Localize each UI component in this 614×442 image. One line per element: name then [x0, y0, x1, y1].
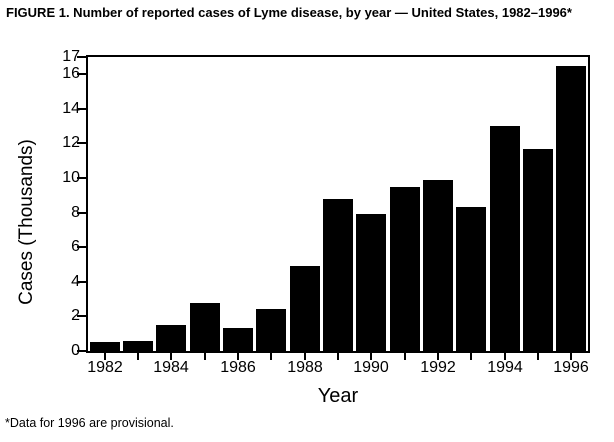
bar-1983: [123, 341, 153, 351]
y-tick-label: 17: [62, 48, 80, 65]
figure-footnote: *Data for 1996 are provisional.: [5, 416, 174, 430]
y-tick-label: 10: [62, 169, 80, 186]
y-tick: [77, 56, 86, 58]
y-tick: [77, 212, 86, 214]
x-tick: [204, 353, 206, 360]
x-tick-label: 1996: [553, 359, 589, 376]
x-tick: [304, 353, 306, 360]
y-tick: [77, 142, 86, 144]
y-tick: [77, 108, 86, 110]
y-tick: [77, 281, 86, 283]
x-tick: [137, 353, 139, 360]
x-tick: [404, 353, 406, 360]
x-tick: [237, 353, 239, 360]
figure-title: FIGURE 1. Number of reported cases of Ly…: [6, 5, 572, 20]
bar-1986: [223, 328, 253, 351]
x-tick-label: 1986: [220, 359, 256, 376]
bar-1995: [523, 149, 553, 351]
bar-1991: [390, 187, 420, 351]
bar-1992: [423, 180, 453, 351]
x-tick: [104, 353, 106, 360]
x-tick-label: 1990: [353, 359, 389, 376]
y-tick: [77, 246, 86, 248]
x-tick: [570, 353, 572, 360]
x-axis-title: Year: [317, 385, 359, 407]
y-tick: [77, 73, 86, 75]
y-tick: [77, 315, 86, 317]
x-tick-label: 1982: [87, 359, 123, 376]
bar-1993: [456, 207, 486, 351]
y-axis-title: Cases (Thousands): [16, 139, 37, 305]
y-tick-label: 2: [71, 307, 80, 324]
y-tick-label: 12: [62, 134, 80, 151]
y-tick-label: 8: [71, 204, 80, 221]
x-tick: [170, 353, 172, 360]
x-tick: [437, 353, 439, 360]
y-tick: [77, 177, 86, 179]
x-tick: [270, 353, 272, 360]
y-tick-label: 6: [71, 238, 80, 255]
x-tick-label: 1994: [487, 359, 523, 376]
bar-1989: [323, 199, 353, 351]
bar-1996: [556, 66, 586, 351]
x-tick: [537, 353, 539, 360]
x-tick-label: 1992: [420, 359, 456, 376]
y-tick-label: 14: [62, 100, 80, 117]
plot-area: [86, 55, 590, 353]
x-tick: [370, 353, 372, 360]
bar-1988: [290, 266, 320, 351]
bar-1990: [356, 214, 386, 351]
x-tick: [337, 353, 339, 360]
bar-1984: [156, 325, 186, 351]
x-tick-label: 1984: [153, 359, 189, 376]
x-tick: [470, 353, 472, 360]
bar-1985: [190, 303, 220, 351]
bar-1994: [490, 126, 520, 351]
bar-1987: [256, 309, 286, 351]
x-tick: [504, 353, 506, 360]
bar-1982: [90, 342, 120, 351]
y-tick-label: 0: [71, 342, 80, 359]
x-tick-label: 1988: [287, 359, 323, 376]
y-tick-label: 4: [71, 273, 80, 290]
y-tick-label: 16: [62, 65, 80, 82]
y-tick: [77, 350, 86, 352]
